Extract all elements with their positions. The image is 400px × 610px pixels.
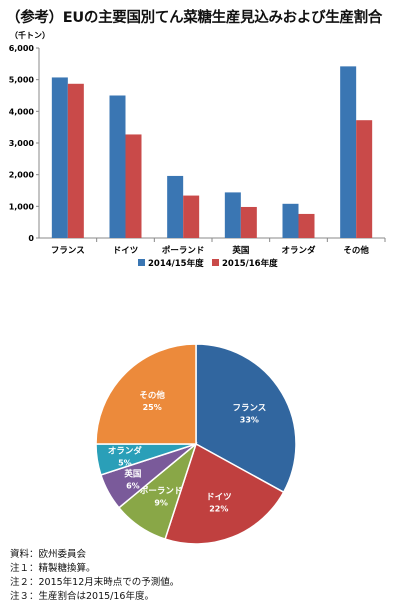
legend-swatch: [138, 259, 145, 266]
chart-title: （参考）EUの主要国別てん菜糖生産見込みおよび生産割合: [6, 10, 383, 26]
x-tick-label: 英国: [231, 245, 249, 256]
bar-series1: [282, 203, 299, 238]
bar-series1: [224, 192, 241, 238]
pie-slice: [195, 343, 297, 494]
pie-slice-label: その他: [139, 390, 165, 401]
pie-slice-percent: 9%: [154, 498, 168, 507]
pie-slice-label: ドイツ: [206, 493, 232, 503]
x-tick-label: ドイツ: [113, 246, 139, 256]
bar-series2: [356, 120, 373, 238]
bar-series2: [125, 134, 142, 238]
bar-series1: [51, 77, 68, 238]
pie-slice-percent: 33%: [240, 415, 259, 424]
pie-slice-label: ポーランド: [140, 485, 183, 496]
y-tick-label: 4,000: [9, 107, 35, 116]
note-source: 資料：欧州委員会: [10, 549, 87, 560]
bar-series1: [167, 175, 184, 238]
y-tick-label: 6,000: [9, 44, 35, 53]
bar-series2: [183, 195, 200, 238]
pie-chart: フランス 33% ドイツ 22% ポーランド 9% 英国 6% オランダ 5% その他 25%: [95, 343, 297, 545]
pie-slice: [95, 343, 197, 445]
y-tick-label: 2,000: [9, 171, 35, 180]
pie-slice-label: 英国: [123, 469, 141, 480]
pie-slice-percent: 6%: [126, 482, 140, 491]
x-tick-label: オランダ: [281, 245, 316, 256]
x-tick-label: ポーランド: [162, 245, 205, 256]
pie-slice-percent: 22%: [209, 505, 228, 514]
y-tick-label: 1,000: [9, 202, 35, 211]
pie-slice: [164, 442, 285, 545]
pie-slice-percent: 5%: [118, 458, 132, 467]
legend-label: 2014/15年度: [148, 258, 204, 269]
y-tick-label: 5,000: [9, 76, 35, 85]
y-tick-label: 0: [28, 234, 34, 243]
y-unit-label: （千トン）: [10, 30, 50, 40]
pie-slice-label: フランス: [232, 403, 266, 413]
pie-slice-percent: 25%: [143, 403, 162, 412]
bar-chart: （千トン） 0 1,000 2,000 3,000 4,000 5,000 6,000 フランス…: [9, 30, 386, 269]
y-tick-label: 3,000: [9, 139, 35, 148]
x-tick-label: フランス: [51, 246, 85, 256]
notes: 資料：欧州委員会 注１：精製糖換算。 注２：2015年12月末時点での予測値。 …: [10, 548, 179, 604]
legend-label: 2015/16年度: [222, 258, 278, 269]
bar-series1: [109, 95, 126, 238]
note-3: 注３：生産割合は2015/16年度。: [10, 591, 154, 602]
legend-swatch: [212, 259, 219, 266]
x-tick-label: その他: [343, 245, 369, 256]
note-2: 注２：2015年12月末時点での予測値。: [10, 577, 180, 588]
bar-series2: [240, 206, 257, 238]
pie-slice-label: オランダ: [108, 445, 143, 456]
bar-series2: [298, 213, 315, 238]
note-1: 注１：精製糖換算。: [10, 563, 96, 574]
bar-series1: [340, 66, 357, 238]
bar-series2: [67, 83, 84, 239]
